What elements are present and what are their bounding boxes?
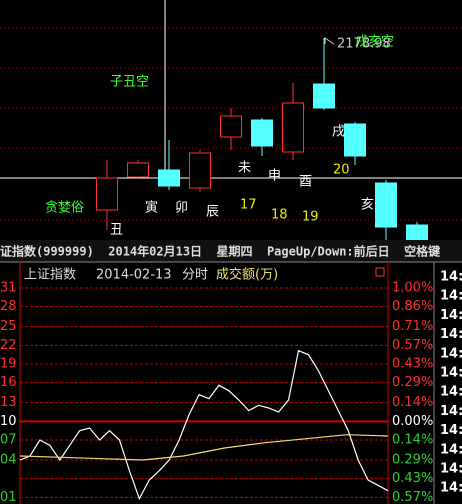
series-line: [19, 434, 389, 461]
annotation: 辰: [206, 205, 219, 220]
candle-body: [127, 162, 149, 178]
candle-body: [344, 123, 366, 157]
annotation: 申: [268, 169, 281, 184]
left-label: 13: [0, 395, 17, 410]
left-label: 19: [0, 357, 17, 372]
y-tick-label: 0.29%: [392, 375, 433, 390]
candle-body: [282, 102, 304, 153]
time-label: 14:: [440, 270, 462, 285]
annotation: 亥: [361, 198, 374, 213]
left-label: 10: [0, 414, 17, 429]
annotation: 卯: [175, 201, 188, 216]
time-label: 14:: [440, 366, 462, 381]
candle-body: [251, 119, 273, 147]
left-label: 01: [0, 490, 17, 504]
time-label: 14:: [440, 404, 462, 419]
left-label: 31: [0, 281, 17, 296]
time-label: 14:: [440, 423, 462, 438]
time-label: 14:: [440, 481, 462, 496]
date: 2014-02-13: [96, 268, 172, 283]
left-label: 28: [0, 299, 17, 314]
status-bar: [0, 240, 462, 262]
time-label: 14:: [440, 327, 462, 342]
annotation: 2178.98: [337, 37, 391, 52]
annotation: 酉: [299, 175, 312, 190]
time-label: 14:: [440, 308, 462, 323]
left-label: 16: [0, 375, 17, 390]
candle-body: [96, 177, 118, 211]
annotation: 戌: [332, 125, 345, 140]
candle-body: [406, 224, 428, 241]
intraday: 1.00% 31 0.86% 28 0.71% 25 0.57% 22 0.43% 19 0.29%…: [0, 270, 462, 504]
y-tick-label: 0.71%: [392, 319, 433, 334]
annotation: 寅: [145, 200, 158, 216]
annotation: 20: [333, 163, 350, 178]
icon[interactable]: [375, 267, 385, 277]
annotation: 未: [238, 161, 251, 176]
mode: 分时: [182, 268, 208, 283]
y-tick-label: 0.43%: [392, 357, 433, 372]
volume-label: 成交额(万): [216, 267, 278, 283]
annotation: 贪婪俗: [45, 201, 84, 216]
candle-body: [375, 182, 397, 228]
title: 上证指数: [24, 268, 76, 283]
annotation: 18: [271, 208, 288, 223]
time-label: 14:: [440, 462, 462, 477]
y-tick-label: 0.86%: [392, 299, 433, 314]
candle-body: [158, 169, 180, 187]
y-tick-label: 0.00%: [392, 414, 433, 429]
left-label: 25: [0, 319, 17, 334]
y-tick-label: 0.57%: [392, 490, 433, 504]
annotation: 19: [302, 210, 319, 225]
y-tick-label: 1.00%: [392, 281, 433, 296]
time-label: 14:: [440, 385, 462, 400]
y-tick-label: 0.43%: [392, 471, 433, 486]
candle-body: [313, 83, 335, 109]
time-label: 14:: [440, 442, 462, 457]
annotation: 17: [240, 198, 257, 213]
annotation: 戌亥空: [355, 35, 394, 50]
candle-body: [220, 115, 242, 138]
callout: [324, 37, 335, 45]
candle-body: [189, 152, 211, 189]
y-tick-label: 0.14%: [392, 433, 433, 448]
y-tick-label: 0.14%: [392, 395, 433, 410]
left-label: 22: [0, 338, 17, 353]
time-label: 14:: [440, 346, 462, 361]
left-label: 04: [0, 453, 17, 468]
left-label: 07: [0, 433, 17, 448]
y-tick-label: 0.57%: [392, 338, 433, 353]
annotation: 丑: [110, 223, 123, 238]
series-line: [19, 349, 389, 501]
time-label: 14:: [440, 289, 462, 304]
y-tick-label: 0.29%: [392, 453, 433, 468]
annotation: 子丑空: [110, 75, 149, 90]
status-text: 证指数(999999) 2014年02月13日 星期四 PageUp/Down:…: [0, 244, 440, 259]
